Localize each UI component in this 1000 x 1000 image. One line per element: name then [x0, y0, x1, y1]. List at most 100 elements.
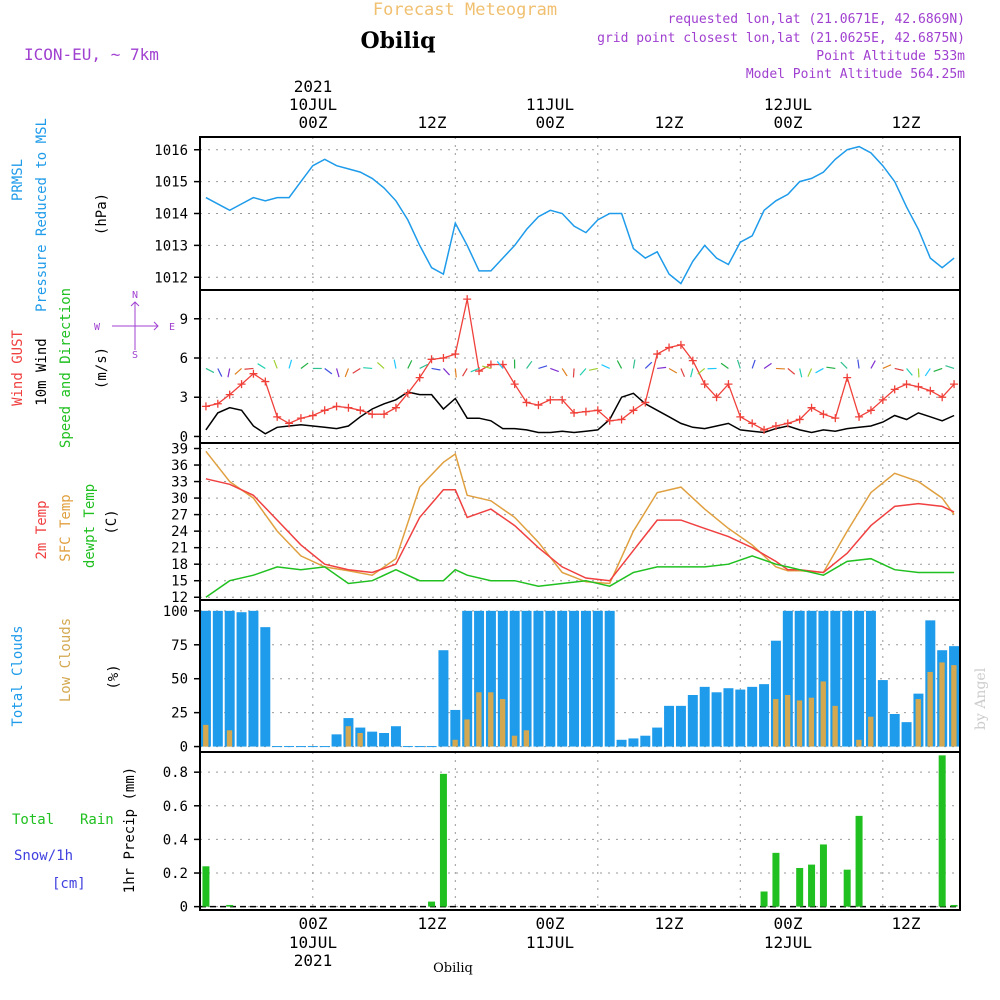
wind-direction-arrow: [442, 368, 451, 376]
temp-2m-line: [205, 478, 955, 582]
gust-marker: [914, 382, 923, 391]
wind-direction-arrow: [697, 367, 706, 375]
total-cloud-bar: [450, 709, 461, 747]
gust-marker: [760, 425, 769, 434]
y-tick-label: 15: [171, 574, 188, 590]
bottom-hour-2: 00Z: [536, 914, 565, 933]
rain-bar: [226, 904, 234, 907]
top-hour-2: 00Z: [536, 113, 565, 132]
total-cloud-bar: [367, 731, 378, 747]
gust-marker: [878, 395, 887, 404]
total-cloud-bar: [735, 689, 746, 747]
total-cloud-bar: [747, 686, 758, 747]
wind-direction-arrow: [335, 368, 340, 378]
y-tick-label: 3: [180, 390, 188, 406]
wind-direction-arrow: [376, 361, 385, 369]
wind-direction-arrow: [352, 367, 361, 374]
low-cloud-bar: [452, 739, 458, 747]
total-cloud-bar: [438, 650, 449, 747]
total-cloud-bar: [675, 705, 686, 747]
rain-bar: [938, 755, 946, 907]
gust-marker: [902, 380, 911, 389]
total-cloud-bar: [224, 610, 235, 747]
low-cloud-bar: [939, 662, 945, 747]
y-tick-label: 21: [171, 541, 188, 557]
total-cloud-bar: [652, 727, 663, 747]
temp-unit: (C): [104, 509, 120, 534]
wind-direction-arrow: [393, 359, 397, 369]
low-cloud-bar: [773, 699, 779, 747]
temp-dewpt-label: dewpt Temp: [82, 484, 98, 568]
gust-marker: [356, 406, 365, 415]
total-cloud-bar: [497, 610, 508, 747]
gust-marker: [201, 402, 210, 411]
gust-marker: [819, 410, 828, 419]
wind-direction-arrow: [616, 360, 623, 369]
gust-marker: [475, 367, 484, 376]
plot-layer: 1012101310141015101603691215182124273033…: [154, 136, 961, 916]
top-hour-4: 00Z: [774, 113, 803, 132]
wind-gust-label: Wind GUST: [10, 330, 26, 406]
gust-marker: [380, 410, 389, 419]
low-cloud-bar: [226, 730, 233, 747]
total-cloud-bar: [628, 738, 639, 747]
total-cloud-bar: [759, 684, 770, 747]
y-tick-label: 0.8: [163, 765, 188, 781]
wind-direction-arrow: [644, 361, 653, 369]
rain-bar: [439, 773, 447, 907]
wind-speed-dir-label: Speed and Direction: [58, 288, 74, 448]
top-hour-1: 12Z: [418, 113, 447, 132]
gust-marker: [237, 380, 246, 389]
gust-marker: [843, 373, 852, 382]
rain-bar: [796, 867, 804, 907]
rain-bar: [772, 852, 780, 907]
wind-10m-label: 10m Wind: [34, 338, 50, 405]
total-cloud-bar: [331, 734, 342, 747]
gust-marker: [783, 419, 792, 428]
low-cloud-bar: [476, 692, 482, 747]
y-tick-label: 1016: [154, 143, 188, 159]
gust-marker: [403, 389, 412, 398]
wind-direction-arrow: [324, 367, 333, 375]
wind-direction-arrow: [657, 366, 667, 370]
low-cloud-bar: [951, 665, 957, 747]
total-cloud-bar: [545, 610, 556, 747]
y-tick-label: 1015: [154, 175, 188, 191]
gust-marker: [534, 401, 543, 410]
gust-marker: [724, 380, 733, 389]
total-cloud-bar: [770, 640, 781, 747]
temp-sfc-label: SFC Temp: [58, 494, 74, 561]
y-tick-label: 6: [180, 351, 188, 367]
precip-total-label: Total: [12, 812, 54, 828]
gust-marker: [676, 340, 685, 349]
temp-2m-label: 2m Temp: [34, 500, 50, 559]
total-cloud-bar: [533, 610, 544, 747]
low-cloud-bar: [488, 692, 494, 747]
total-cloud-bar: [592, 610, 603, 747]
rain-bar: [202, 866, 210, 907]
point-altitude: Point Altitude 533m: [816, 49, 965, 64]
bottom-hour-0: 00Z: [299, 914, 328, 933]
gust-marker: [296, 414, 305, 423]
wind-direction-arrow: [680, 368, 686, 377]
y-tick-label: 36: [171, 458, 188, 474]
y-tick-label: 33: [171, 475, 188, 491]
y-tick-label: 24: [171, 524, 188, 540]
low-cloud-bar: [808, 697, 815, 747]
wind-direction-arrow: [300, 362, 309, 369]
total-cloud-bar: [569, 610, 580, 747]
low-cloud-bar: [832, 705, 838, 747]
precip-unit: 1hr Precip (mm): [122, 767, 138, 893]
total-cloud-bar: [390, 726, 401, 747]
gust-marker: [629, 406, 638, 415]
low-cloud-bar: [357, 733, 363, 747]
gust-marker: [391, 403, 400, 412]
total-cloud-bar: [485, 610, 496, 747]
wind-direction-arrow: [870, 360, 876, 369]
wind-direction-arrow: [572, 368, 575, 378]
compass-w: W: [94, 322, 101, 333]
low-cloud-bar: [203, 724, 209, 747]
wind-direction-arrow: [344, 368, 349, 378]
model-name: ICON-EU, ~ 7km: [24, 45, 159, 64]
credit-watermark: by Angel: [973, 667, 989, 730]
